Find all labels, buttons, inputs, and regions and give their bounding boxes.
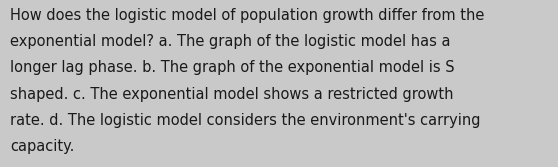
- Text: exponential model? a. The graph of the logistic model has a: exponential model? a. The graph of the l…: [10, 34, 450, 49]
- Text: shaped. c. The exponential model shows a restricted growth: shaped. c. The exponential model shows a…: [10, 87, 454, 102]
- Text: How does the logistic model of population growth differ from the: How does the logistic model of populatio…: [10, 8, 484, 23]
- Text: rate. d. The logistic model considers the environment's carrying: rate. d. The logistic model considers th…: [10, 113, 480, 128]
- Text: longer lag phase. b. The graph of the exponential model is S: longer lag phase. b. The graph of the ex…: [10, 60, 455, 75]
- Text: capacity.: capacity.: [10, 139, 74, 154]
